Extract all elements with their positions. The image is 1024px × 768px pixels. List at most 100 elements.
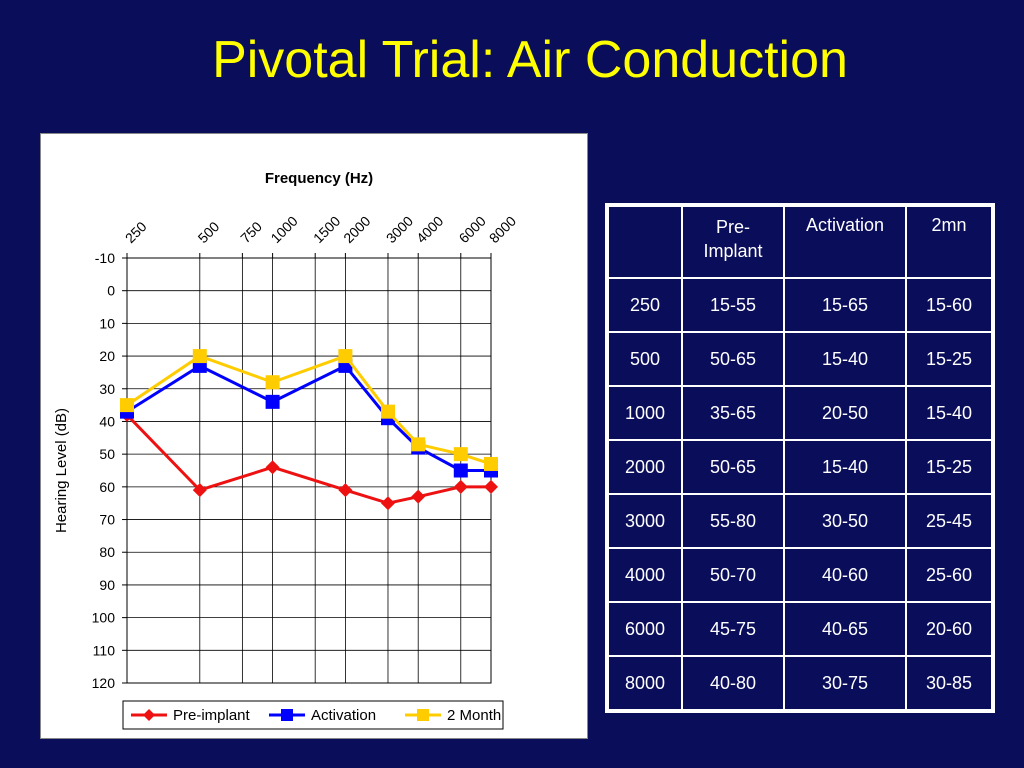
x-tick-label: 8000 (486, 213, 519, 246)
table-cell: 1000 (608, 386, 682, 440)
y-tick-label: 40 (99, 413, 115, 429)
table-cell: 40-60 (784, 548, 906, 602)
y-tick-label: -10 (95, 250, 115, 266)
x-tick-label: 250 (122, 218, 150, 246)
data-point-marker (265, 375, 280, 390)
table-cell: 30-50 (784, 494, 906, 548)
table-row: 1000 35-65 20-50 15-40 (608, 386, 992, 440)
table-row: 3000 55-80 30-50 25-45 (608, 494, 992, 548)
x-tick-label: 2000 (340, 213, 373, 246)
table-cell: 15-25 (906, 440, 992, 494)
y-axis-title: Hearing Level (dB) (53, 408, 70, 533)
table-row: 2000 50-65 15-40 15-25 (608, 440, 992, 494)
audiogram-svg: -10 0 10 20 30 40 50 60 70 80 90 100 110 120 250 500 750… (53, 170, 519, 730)
table-cell: 15-40 (784, 440, 906, 494)
legend-marker (281, 709, 293, 721)
series-line-pre-implant (125, 413, 491, 505)
legend-label: 2 Month (447, 707, 501, 724)
x-tick-label: 750 (237, 218, 265, 246)
y-tick-label: 100 (92, 610, 116, 626)
table-cell: 4000 (608, 548, 682, 602)
table-cell: 15-25 (906, 332, 992, 386)
data-point-marker (338, 349, 353, 364)
table-cell: 15-60 (906, 278, 992, 332)
data-point-marker (484, 456, 498, 471)
data-point-marker (453, 463, 468, 478)
data-point-marker (411, 437, 426, 452)
table-cell: 20-60 (906, 602, 992, 656)
slide-title: Pivotal Trial: Air Conduction (212, 31, 848, 89)
table-cell: 15-40 (906, 386, 992, 440)
table-row: 250 15-55 15-65 15-60 (608, 278, 992, 332)
x-tick-label: 4000 (413, 213, 446, 246)
x-axis-title: Frequency (Hz) (265, 170, 373, 187)
data-point-marker (380, 496, 395, 511)
y-tick-label: 20 (99, 348, 115, 364)
table-cell: 40-80 (682, 656, 784, 710)
y-tick-label: 70 (99, 512, 115, 528)
table-cell: 15-65 (784, 278, 906, 332)
x-tick-label: 500 (195, 218, 223, 246)
y-tick-label: 10 (99, 315, 115, 331)
x-tick-label: 6000 (456, 213, 489, 246)
data-point-marker (192, 483, 207, 498)
table-cell: 50-65 (682, 332, 784, 386)
data-point-marker (265, 394, 280, 409)
data-point-marker (411, 489, 426, 504)
table-cell: 15-40 (784, 332, 906, 386)
data-point-marker (265, 460, 280, 475)
series-line-2-month (126, 354, 492, 466)
table-cell: 40-65 (784, 602, 906, 656)
table-cell: 25-60 (906, 548, 992, 602)
data-point-marker (453, 447, 468, 462)
data-point-marker (192, 349, 207, 364)
legend-marker (143, 709, 155, 721)
threshold-range-table: Pre- Implant Activation 2mn 250 15-55 15-6… (605, 203, 995, 713)
table-cell: 6000 (608, 602, 682, 656)
y-tick-label: 30 (99, 381, 115, 397)
data-point-marker (484, 479, 498, 494)
table-row: 4000 50-70 40-60 25-60 (608, 548, 992, 602)
data-point-marker (120, 398, 134, 413)
table-cell: 500 (608, 332, 682, 386)
y-tick-label: 60 (99, 479, 115, 495)
y-tick-label: 80 (99, 544, 115, 560)
table-header-cell: 2mn (906, 206, 992, 278)
table-cell: 45-75 (682, 602, 784, 656)
legend-label: Activation (311, 707, 376, 724)
y-tick-label: 120 (92, 675, 116, 691)
table-header-row: Pre- Implant Activation 2mn (608, 206, 992, 278)
table-cell: 55-80 (682, 494, 784, 548)
table-cell: 30-75 (784, 656, 906, 710)
audiogram-chart: -10 0 10 20 30 40 50 60 70 80 90 100 110 120 250 500 750… (40, 133, 588, 739)
plot-area (126, 257, 492, 684)
x-tick-label: 1000 (267, 213, 300, 246)
y-tick-label: 0 (107, 283, 115, 299)
table-cell: 25-45 (906, 494, 992, 548)
table-cell: 15-55 (682, 278, 784, 332)
data-point-marker (380, 404, 395, 419)
legend-label: Pre-implant (173, 707, 251, 724)
y-tick-label: 110 (93, 642, 116, 658)
table-cell: 20-50 (784, 386, 906, 440)
table-cell: 50-70 (682, 548, 784, 602)
y-tick-label: 50 (99, 446, 115, 462)
table-row: 8000 40-80 30-75 30-85 (608, 656, 992, 710)
table-cell: 2000 (608, 440, 682, 494)
table-header-cell: Pre- Implant (682, 206, 784, 278)
x-tick-label: 1500 (310, 213, 343, 246)
legend-marker (417, 709, 429, 721)
table-cell: 3000 (608, 494, 682, 548)
table-cell: 35-65 (682, 386, 784, 440)
table-cell: 30-85 (906, 656, 992, 710)
data-point-marker (338, 483, 353, 498)
table-cell: 50-65 (682, 440, 784, 494)
table-cell: 250 (608, 278, 682, 332)
table-row: 500 50-65 15-40 15-25 (608, 332, 992, 386)
table-header-cell: Activation (784, 206, 906, 278)
table-cell: 8000 (608, 656, 682, 710)
table-header-cell (608, 206, 682, 278)
y-tick-label: 90 (99, 577, 115, 593)
x-tick-label: 3000 (383, 213, 416, 246)
table-row: 6000 45-75 40-65 20-60 (608, 602, 992, 656)
